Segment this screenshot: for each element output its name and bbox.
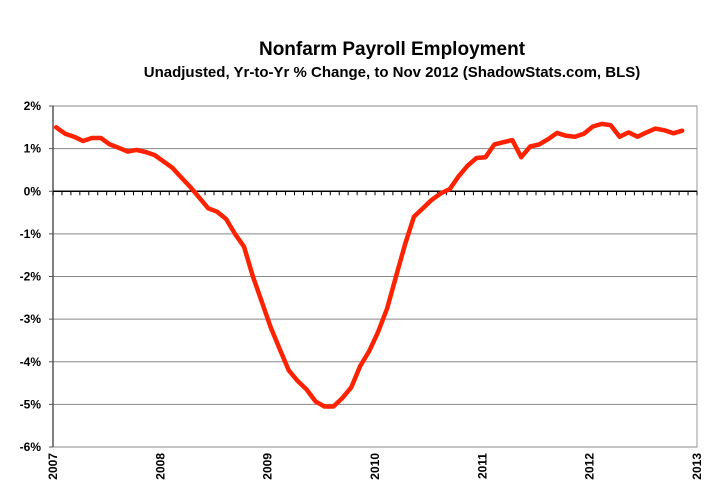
x-tick-label: 2009 (261, 453, 275, 480)
y-tick-label: -1% (20, 227, 42, 241)
y-tick-label: 2% (24, 99, 42, 113)
y-tick-label: 1% (24, 142, 42, 156)
x-tick-label: 2007 (46, 453, 60, 480)
x-tick-label: 2011 (475, 453, 489, 479)
y-tick-label: -5% (20, 397, 42, 411)
chart-subtitle: Unadjusted, Yr-to-Yr % Change, to Nov 20… (144, 64, 640, 81)
x-tick-label: 2012 (583, 453, 597, 480)
series-line (53, 121, 685, 409)
y-tick-label: -2% (20, 270, 42, 284)
x-tick-label: 2013 (690, 453, 704, 480)
y-tick-label: -3% (20, 312, 42, 326)
chart-title: Nonfarm Payroll Employment (259, 39, 526, 60)
x-tick-label: 2008 (153, 453, 167, 480)
y-tick-label: -6% (20, 440, 42, 454)
y-tick-label: 0% (24, 184, 42, 198)
y-tick-label: -4% (20, 355, 42, 369)
x-tick-label: 2010 (368, 453, 382, 480)
